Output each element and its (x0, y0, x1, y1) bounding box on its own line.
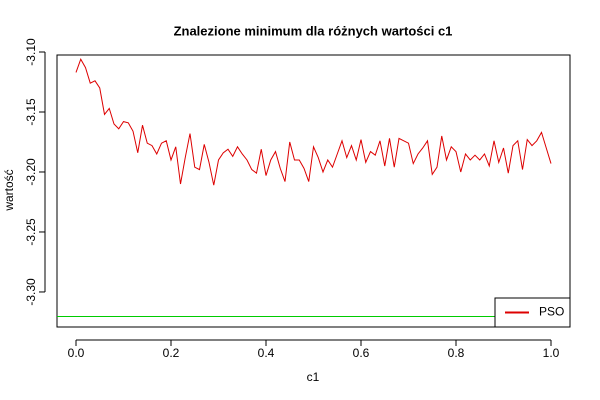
y-tick-label: -3.10 (24, 38, 38, 66)
y-tick-label: -3.30 (24, 278, 38, 306)
x-tick-label: 0.0 (68, 346, 85, 360)
y-tick-label: -3.15 (24, 98, 38, 126)
x-tick-label: 0.8 (448, 346, 465, 360)
x-tick-label: 0.4 (258, 346, 275, 360)
y-tick-label: -3.25 (24, 218, 38, 246)
y-tick-label: -3.20 (24, 158, 38, 186)
data-line (75, 58, 552, 186)
legend-label: PSO (539, 305, 564, 319)
x-tick-label: 1.0 (543, 346, 560, 360)
x-axis-label: c1 (307, 370, 320, 384)
y-axis-label: wartość (2, 169, 16, 211)
chart-title: Znalezione minimum dla różnych wartości … (174, 23, 453, 38)
plot-frame (56, 54, 571, 328)
x-tick-label: 0.2 (163, 346, 180, 360)
x-tick-label: 0.6 (353, 346, 370, 360)
